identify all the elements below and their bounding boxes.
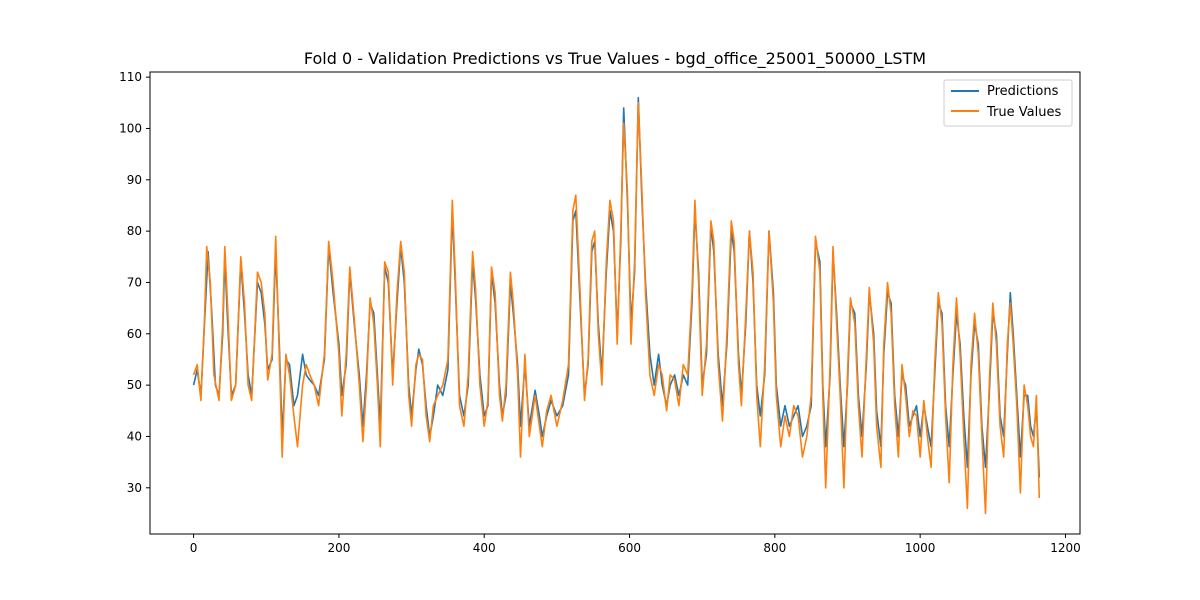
- legend-label-predictions: Predictions: [987, 84, 1059, 99]
- y-tick-label: 80: [127, 224, 142, 238]
- x-tick-label: 1200: [1050, 541, 1081, 555]
- y-tick-label: 60: [127, 327, 142, 341]
- legend: Predictions True Values: [943, 79, 1073, 127]
- ticks-layer: 0 200 400 600 800 1000 1200 30 40 50 60 70 80 90 100 11…: [119, 70, 1081, 555]
- x-tick-label: 600: [618, 541, 641, 555]
- y-tick-label: 50: [127, 378, 142, 392]
- plot-area: 0 200 400 600 800 1000 1200 30 40 50 60 70 80 90 100 11…: [119, 70, 1081, 555]
- y-tick-label: 40: [127, 429, 142, 443]
- y-tick-label: 70: [127, 275, 142, 289]
- chart-title: Fold 0 - Validation Predictions vs True …: [304, 49, 926, 69]
- x-tick-label: 1000: [905, 541, 936, 555]
- x-tick-label: 200: [327, 541, 350, 555]
- axes-frame: [149, 71, 1081, 535]
- y-tick-label: 100: [119, 121, 142, 135]
- series-layer: [192, 96, 1041, 515]
- x-tick-label: 0: [190, 541, 198, 555]
- series-line-true-values: [192, 102, 1041, 515]
- y-tick-label: 110: [119, 70, 142, 84]
- y-tick-label: 90: [127, 173, 142, 187]
- legend-label-true-values: True Values: [986, 105, 1061, 120]
- x-tick-label: 800: [763, 541, 786, 555]
- x-tick-label: 400: [473, 541, 496, 555]
- y-tick-label: 30: [127, 481, 142, 495]
